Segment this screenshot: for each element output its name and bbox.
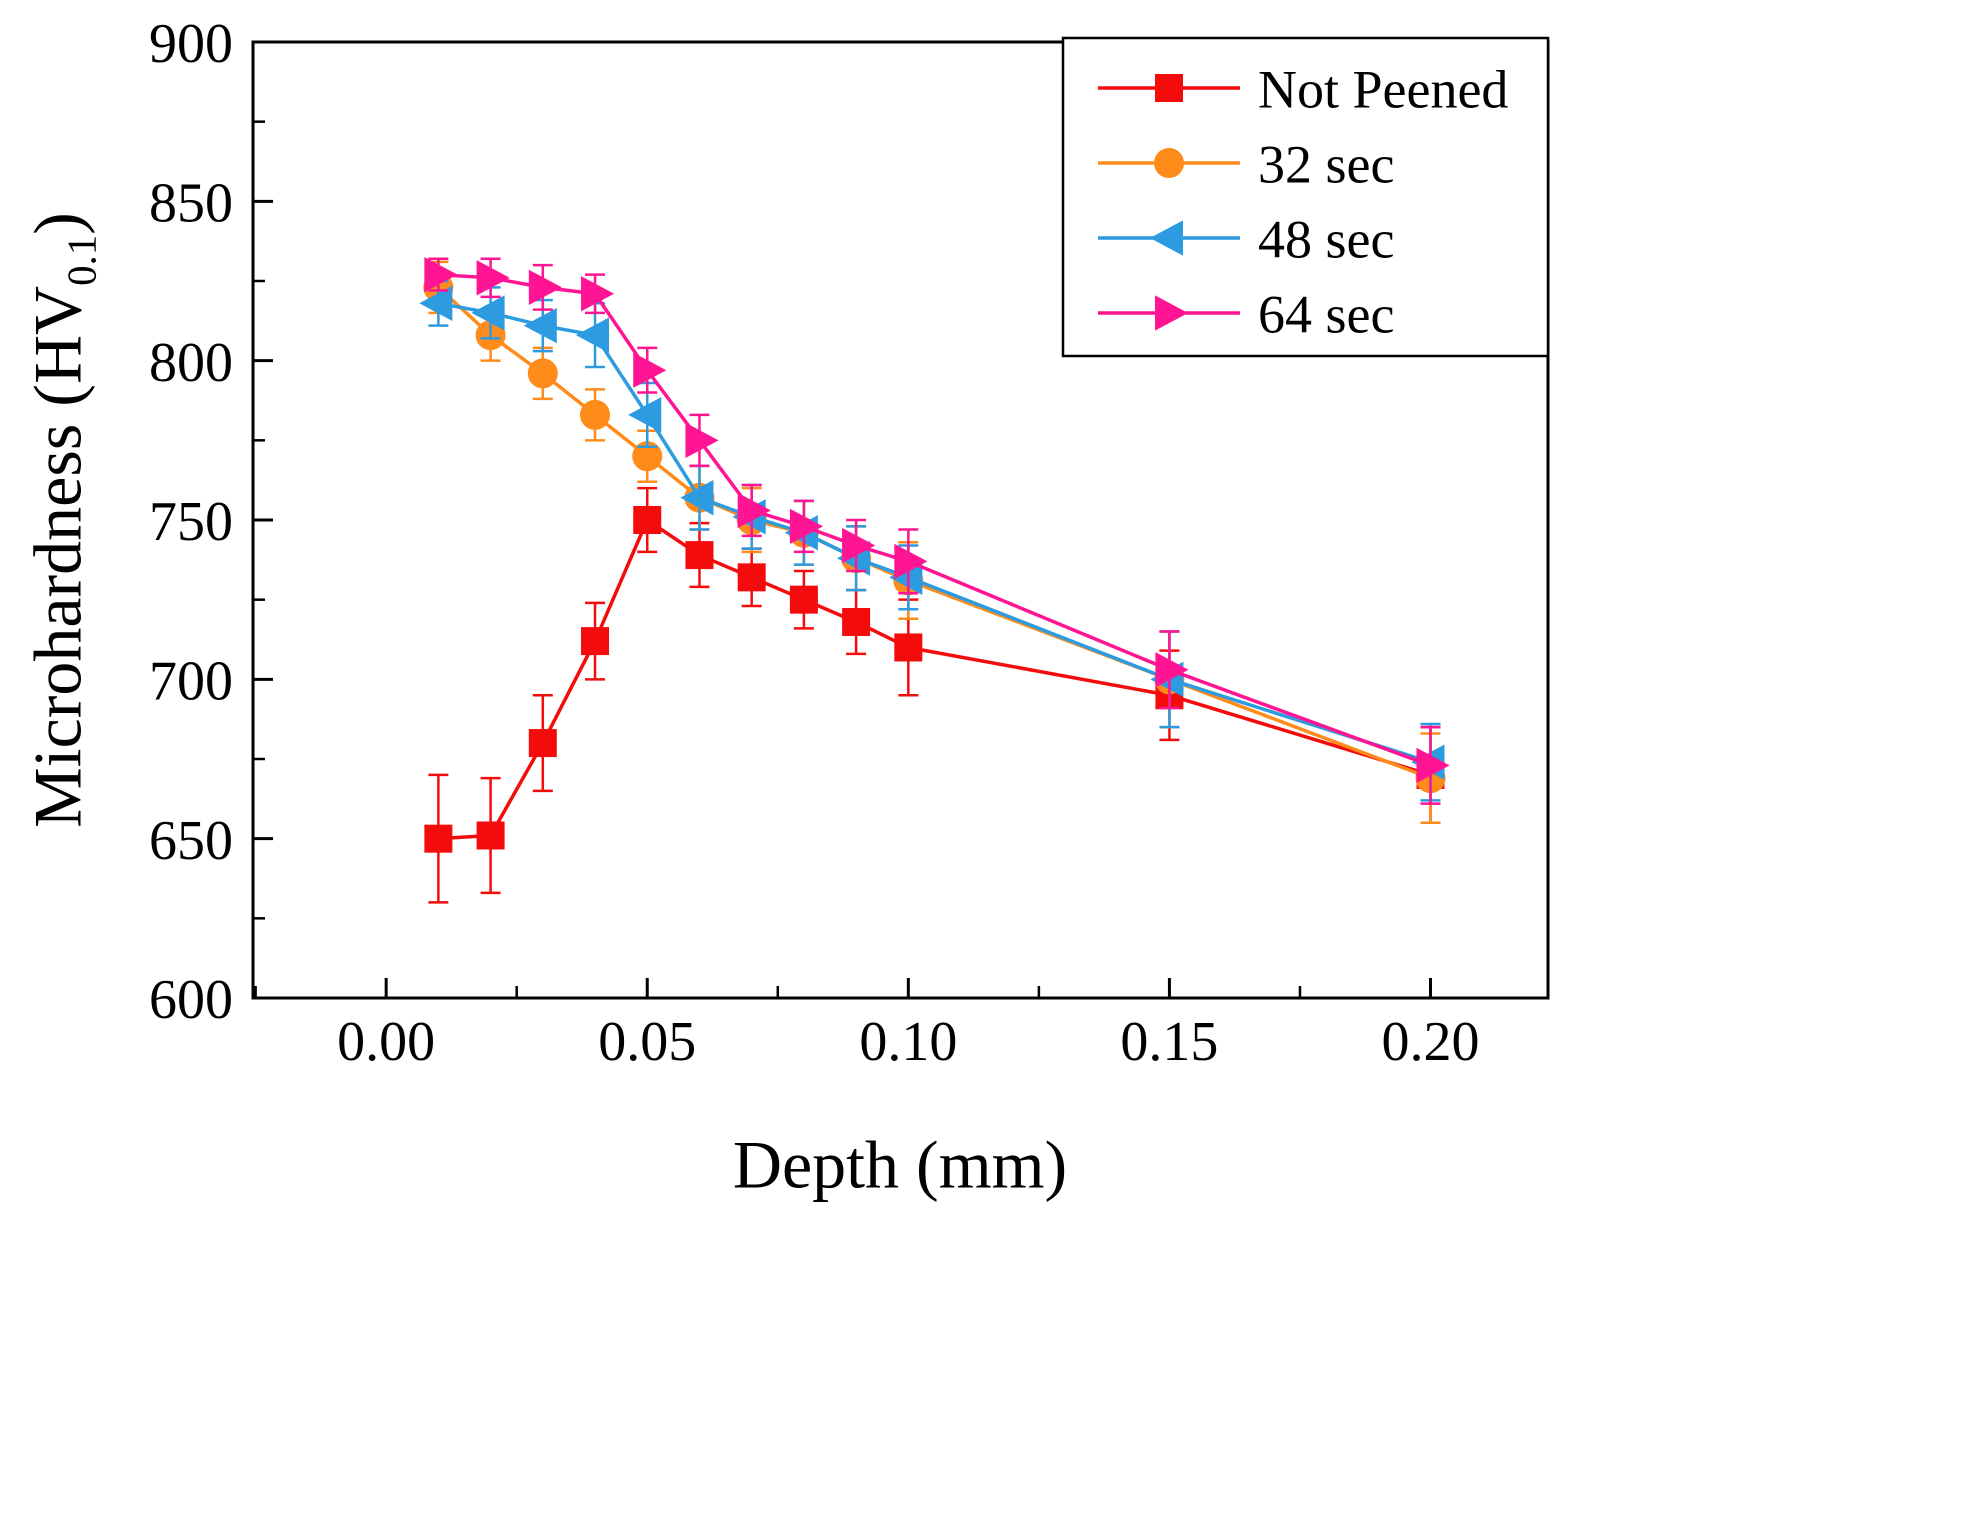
y-tick-label: 850: [149, 172, 233, 234]
y-tick-label: 600: [149, 969, 233, 1031]
series-line: [438, 518, 1432, 841]
y-tick-label: 800: [149, 332, 233, 394]
legend-entry-32-sec: 32 sec: [1098, 134, 1394, 194]
triangle-right-marker: [1155, 652, 1189, 688]
triangle-right-marker: [685, 422, 719, 459]
legend-entry-not-peened: Not Peened: [1098, 59, 1508, 119]
square-marker: [528, 729, 557, 758]
y-tick-label: 650: [149, 810, 233, 872]
series-48-sec: [419, 279, 1445, 802]
triangle-right-marker: [424, 256, 458, 293]
square-marker: [685, 541, 714, 570]
triangle-right-marker: [476, 260, 510, 296]
legend: Not Peened 32 sec 48 sec 64 sec: [1061, 36, 1550, 358]
triangle-left-marker: [1149, 220, 1183, 256]
legend-box: [1061, 36, 1550, 358]
triangle-right-marker: [528, 269, 562, 306]
circle-marker: [1154, 148, 1184, 178]
legend-label: 32 sec: [1258, 134, 1394, 194]
square-marker: [789, 585, 818, 614]
y-axis-title-close: ): [19, 212, 96, 235]
square-marker: [842, 607, 871, 636]
triangle-left-marker: [523, 307, 557, 344]
triangle-right-marker: [894, 543, 928, 580]
legend-label: 64 sec: [1258, 284, 1394, 344]
x-tick-label: 0.00: [337, 1011, 435, 1073]
square-marker: [424, 824, 453, 853]
triangle-left-marker: [419, 285, 453, 321]
y-axis-title-subscript: 0.1: [59, 234, 105, 286]
circle-marker: [580, 399, 611, 430]
axes: 0.00 0.05 0.10 0.15 0.20 600 650 700 750 800 850 90…: [149, 13, 1550, 1073]
square-marker: [476, 821, 505, 850]
triangle-left-marker: [680, 480, 714, 516]
x-axis-title: Depth (mm): [732, 1126, 1068, 1203]
triangle-right-marker: [1155, 295, 1189, 331]
legend-label: Not Peened: [1258, 59, 1508, 119]
series-line: [438, 301, 1432, 764]
series-64-sec: [424, 256, 1450, 805]
legend-entry-64-sec: 64 sec: [1098, 284, 1394, 344]
y-tick-label: 900: [149, 13, 233, 75]
x-tick-label: 0.05: [598, 1011, 696, 1073]
circle-marker: [527, 358, 558, 389]
triangle-right-marker: [789, 508, 824, 545]
y-tick-label: 750: [149, 491, 233, 553]
x-tick-label: 0.10: [859, 1011, 957, 1073]
triangle-left-marker: [575, 317, 610, 353]
square-marker: [894, 633, 923, 662]
triangle-right-marker: [737, 492, 771, 529]
triangle-right-marker: [581, 276, 615, 312]
x-tick-label: 0.20: [1382, 1011, 1480, 1073]
square-marker: [581, 627, 610, 656]
square-marker: [633, 506, 662, 534]
triangle-right-marker: [842, 527, 876, 564]
square-marker: [737, 563, 766, 592]
y-axis-title: Microhardness (HV0.1): [19, 212, 106, 828]
legend-label: 48 sec: [1258, 209, 1394, 269]
triangle-right-marker: [633, 352, 667, 388]
y-axis-title-text: Microhardness (HV: [19, 285, 96, 828]
series-line: [437, 286, 1432, 780]
y-tick-label: 700: [149, 650, 233, 712]
triangle-right-marker: [1416, 747, 1450, 784]
square-marker: [1155, 74, 1183, 102]
series-not-peened: [424, 486, 1445, 904]
legend-entry-48-sec: 48 sec: [1098, 209, 1394, 269]
triangle-left-marker: [628, 397, 662, 433]
triangle-left-marker: [471, 295, 505, 331]
x-tick-label: 0.15: [1120, 1011, 1218, 1073]
